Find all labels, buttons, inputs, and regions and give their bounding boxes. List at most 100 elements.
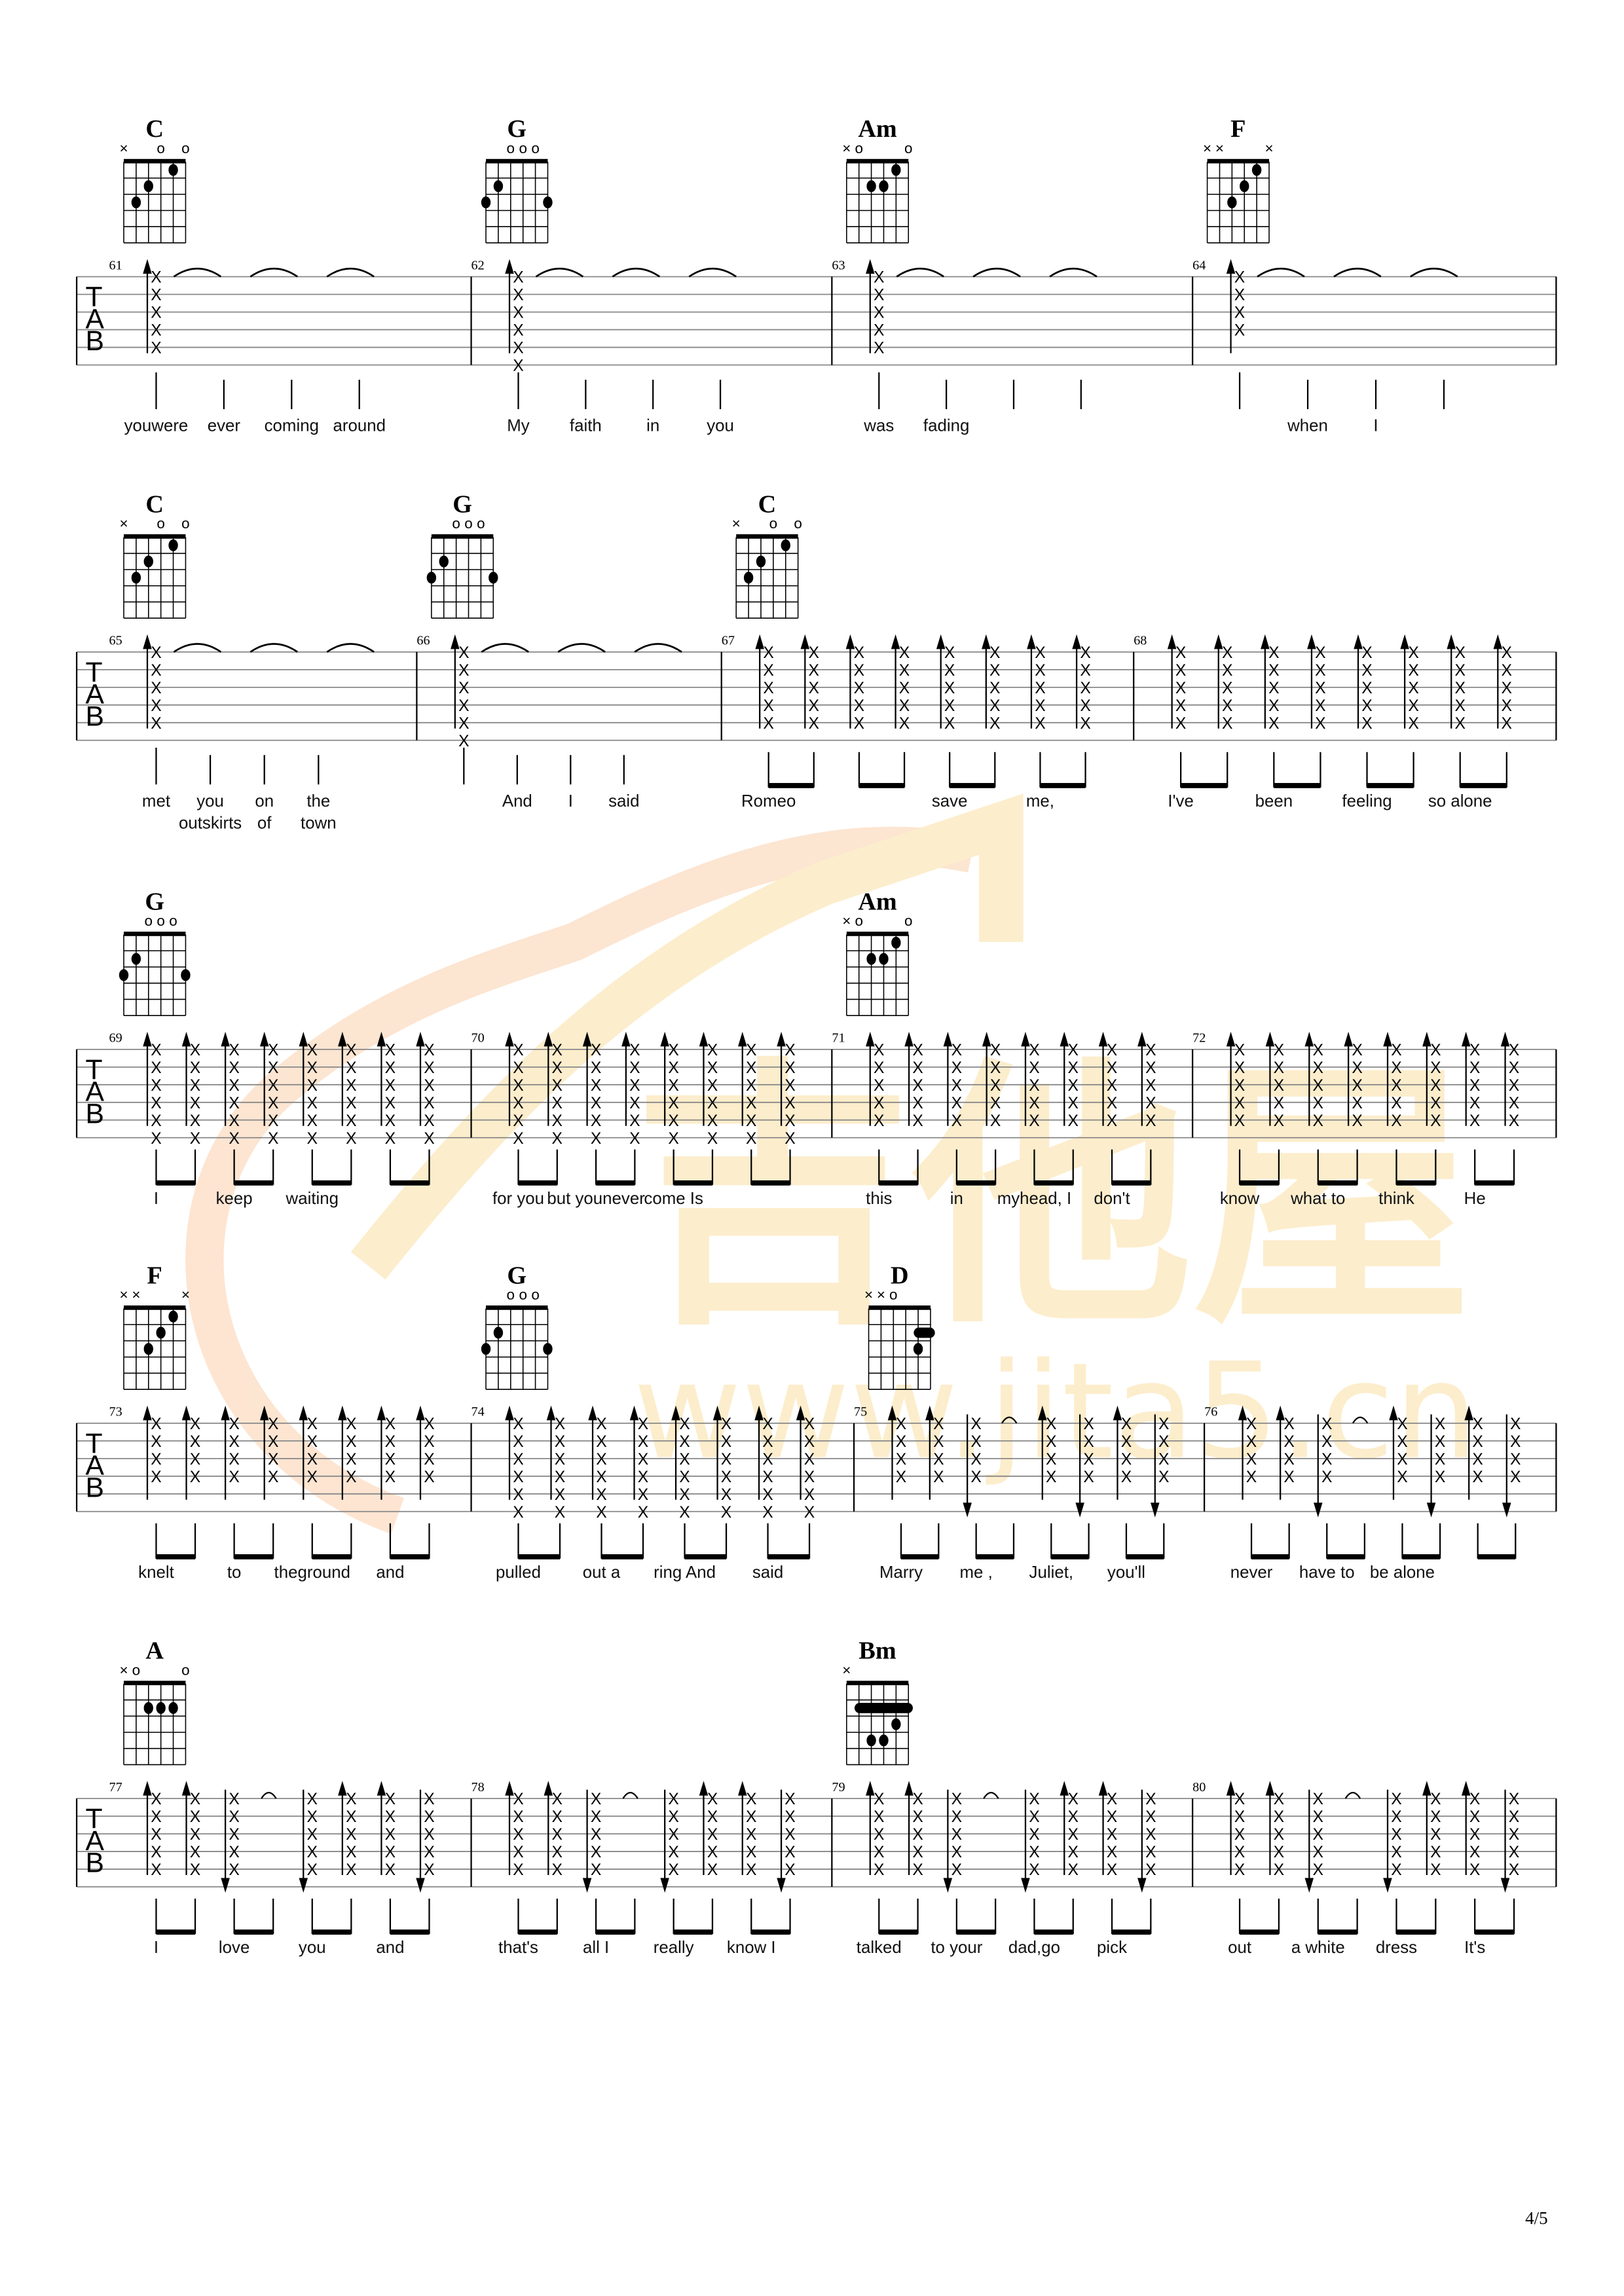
muted-strum-x: X	[1029, 1042, 1040, 1059]
muted-strum-x: X	[784, 1059, 796, 1077]
muted-strum-x: X	[1283, 1415, 1295, 1433]
tie	[481, 643, 530, 653]
muted-strum-x: X	[385, 1095, 396, 1112]
muted-strum-x: X	[899, 680, 910, 697]
lyric-word: me,	[1026, 792, 1054, 811]
muted-strum-x: X	[513, 287, 524, 304]
chord-diagram-f: F× × ×	[1203, 115, 1274, 244]
open-string-marker: o	[889, 1286, 898, 1303]
muted-strum-x: X	[307, 1130, 318, 1148]
muted-strum-x: X	[513, 340, 524, 357]
strum-up-arrow-icon	[1422, 1031, 1431, 1047]
muted-strum-x: X	[1145, 1808, 1156, 1826]
muted-strum-x: X	[970, 1451, 981, 1468]
muted-strum-x: X	[591, 1861, 602, 1879]
strum-up-arrow-icon	[982, 634, 991, 649]
muted-strum-x: X	[1029, 1095, 1040, 1112]
lyric-word: you	[196, 792, 224, 811]
beam	[1460, 782, 1507, 788]
muted-strum-x: X	[707, 1791, 718, 1808]
open-string-marker: o	[464, 515, 473, 532]
strum-up-arrow-icon	[1072, 634, 1081, 649]
finger-dot	[439, 555, 449, 568]
muted-strum-x: X	[629, 1042, 640, 1059]
muted-strum-x: X	[1469, 1077, 1481, 1095]
finger-dot	[131, 572, 141, 584]
muted-strum-x: X	[990, 1112, 1001, 1130]
muted-strum-x: X	[513, 1415, 524, 1433]
muted-strum-x: X	[746, 1791, 757, 1808]
muted-strum-x: X	[229, 1042, 239, 1059]
muted-strum-x: X	[307, 1112, 318, 1130]
measure-number: 61	[109, 258, 122, 272]
muted-strum-x: X	[513, 1433, 524, 1451]
muted-strum-x: X	[268, 1077, 278, 1095]
muted-strum-x: X	[1083, 1415, 1094, 1433]
lyric-word: He	[1464, 1190, 1486, 1208]
muted-strum-x: X	[190, 1042, 200, 1059]
muted-strum-x: X	[1274, 1844, 1285, 1861]
measure-72: 72XXXXXXXXXXXXXXXXXXXXXXXXXXXXXXXXXXXXXX…	[1192, 1031, 1557, 1208]
strum-down-arrow-icon	[1137, 1878, 1147, 1893]
beam	[1396, 1180, 1436, 1186]
measure-number: 77	[109, 1780, 122, 1795]
muted-strum-x: X	[763, 644, 774, 662]
muted-strum-x: X	[1408, 715, 1419, 733]
muted-strum-x: X	[346, 1826, 357, 1844]
muted-strum-x: X	[385, 1451, 396, 1468]
chord-nut	[868, 1305, 931, 1310]
tab-clef-letter: T	[86, 1054, 103, 1085]
lyric-word: never	[1230, 1563, 1273, 1582]
muted-strum-x: X	[707, 1861, 718, 1879]
muted-strum-x: X	[190, 1095, 200, 1112]
muted-strum-x: X	[1246, 1451, 1257, 1468]
muted-strum-x: X	[1469, 1844, 1481, 1861]
finger-dot	[481, 1343, 491, 1355]
strum-down-arrow-icon	[416, 1878, 425, 1893]
tab-system: TAB77XXXXXXXXXXXXXXXXXXXXXXXXXXXXXXXXXXX…	[75, 1780, 1557, 1957]
page-number: 4/5	[1525, 2208, 1547, 2228]
muted-strum-x: X	[1313, 1059, 1324, 1077]
strum-up-arrow-icon	[588, 1405, 597, 1421]
muted-strum-x: X	[679, 1504, 690, 1522]
muted-strum-x: X	[1029, 1808, 1040, 1826]
lyric-word: dad,go	[1008, 1939, 1060, 1957]
muted-strum-x: X	[513, 1808, 524, 1826]
tie	[1049, 267, 1098, 278]
muted-strum-x: X	[1035, 680, 1046, 697]
muted-strum-x: X	[679, 1451, 690, 1468]
muted-strum-x: X	[896, 1451, 907, 1468]
strum-up-arrow-icon	[582, 1031, 592, 1047]
muted-strum-x: X	[1274, 1861, 1285, 1879]
muted-strum-x: X	[1408, 680, 1419, 697]
strum-up-arrow-icon	[143, 634, 152, 649]
strum-up-arrow-icon	[699, 1781, 709, 1796]
strum-up-arrow-icon	[1167, 634, 1177, 649]
muted-strum-x: X	[1502, 680, 1513, 697]
chord-nut	[124, 534, 186, 539]
lyric-word: but younever	[547, 1190, 645, 1208]
chord-name: G	[507, 1262, 526, 1289]
lyric-word: theground	[274, 1563, 350, 1582]
muted-strum-x: X	[229, 1844, 239, 1861]
beam	[234, 1554, 274, 1559]
lyric-word: you	[707, 417, 734, 435]
chord-name: Bm	[858, 1637, 896, 1665]
muted-strum-x: X	[229, 1059, 239, 1077]
muted-strum-x: X	[1107, 1826, 1118, 1844]
lyric-word: and	[376, 1939, 404, 1957]
muted-strum-x: X	[513, 322, 524, 340]
measure-number: 66	[416, 634, 430, 648]
beam	[1240, 1180, 1279, 1186]
finger-dot	[756, 555, 766, 568]
chord-nut	[486, 158, 548, 164]
muted-strum-x: X	[1068, 1095, 1079, 1112]
lyric-word: myhead, I	[997, 1190, 1071, 1208]
strum-up-arrow-icon	[982, 1031, 991, 1047]
tab-clef-letter: A	[86, 303, 105, 335]
muted-strum-x: X	[1321, 1468, 1333, 1486]
